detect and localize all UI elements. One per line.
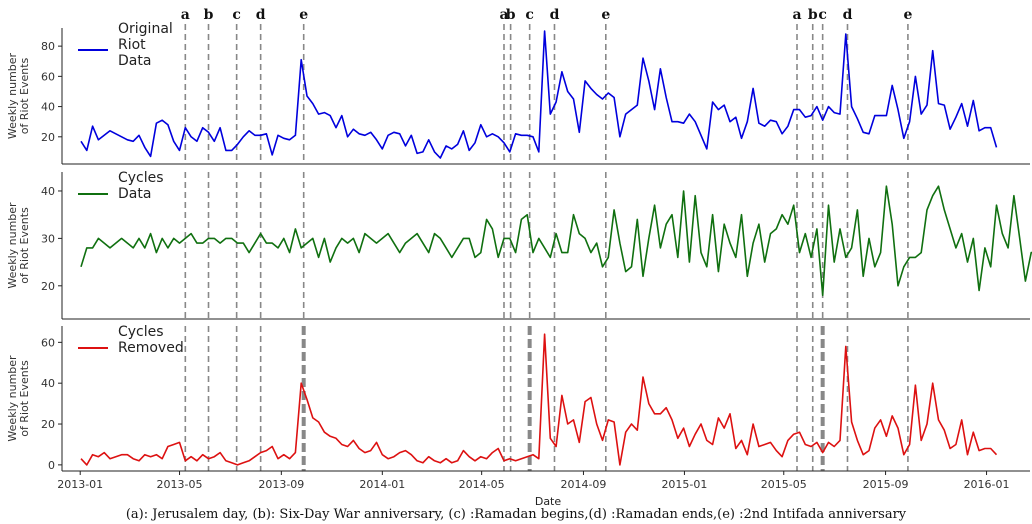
panel-3: 0 20 40 60 Weekly numberof Riot Events Cycles… [6,324,1030,472]
event-label-b: b [506,7,516,23]
event-label-b: b [204,7,214,23]
y-tick-label: 60 [41,336,55,349]
y-tick-label: 60 [41,70,55,83]
x-tick-label: 2015-01 [661,478,707,491]
y-tick-label: 40 [41,377,55,390]
event-label-b: b [808,7,818,23]
x-tick-label: 2014-09 [560,478,606,491]
event-label-e: e [601,7,610,23]
y-tick-label: 40 [41,101,55,114]
series-line [80,185,1032,297]
event-label-a: a [181,7,190,23]
event-label-c: c [818,7,827,23]
y-tick-label: 80 [41,40,55,53]
event-label-e: e [299,7,308,23]
event-label-e: e [903,7,912,23]
y-tick-label: 30 [41,232,55,245]
x-tick-label: 2014-01 [359,478,405,491]
event-label-d: d [550,7,560,23]
x-axis-label: Date [535,495,562,508]
y-tick-label: 40 [41,185,55,198]
y-axis-label: Weekly numberof Riot Events [6,52,31,139]
event-label-d: d [843,7,853,23]
y-tick-label: 20 [41,418,55,431]
x-tick-label: 2016-01 [964,478,1010,491]
panel-2: 20 30 40 Weekly numberof Riot Events Cycles D… [6,170,1032,320]
y-tick-label: 0 [48,459,55,472]
legend-label: Original Riot Data [118,21,173,69]
series-line [80,30,998,159]
x-tick-label: 2013-05 [157,478,203,491]
event-label-a: a [499,7,508,23]
y-axis-label: Weekly numberof Riot Events [6,202,31,289]
x-axis: 2013-01 2013-05 2013-09 2014-01 2014-05 2014-… [57,471,1010,491]
x-tick-label: 2013-01 [57,478,103,491]
event-label-c: c [525,7,534,23]
legend-label: Cycles Data [118,170,164,202]
x-tick-label: 2014-05 [459,478,505,491]
x-tick-label: 2015-05 [761,478,807,491]
event-label-a: a [792,7,801,23]
legend-label: Cycles Removed [118,324,184,356]
y-tick-label: 20 [41,131,55,144]
event-label-d: d [256,7,266,23]
y-tick-label: 20 [41,280,55,293]
series-line [80,333,998,466]
caption: (a): Jerusalem day, (b): Six-Day War ann… [126,507,907,522]
x-tick-label: 2013-09 [258,478,304,491]
event-label-c: c [232,7,241,23]
x-tick-label: 2015-09 [863,478,909,491]
y-axis-label: Weekly numberof Riot Events [6,355,31,442]
